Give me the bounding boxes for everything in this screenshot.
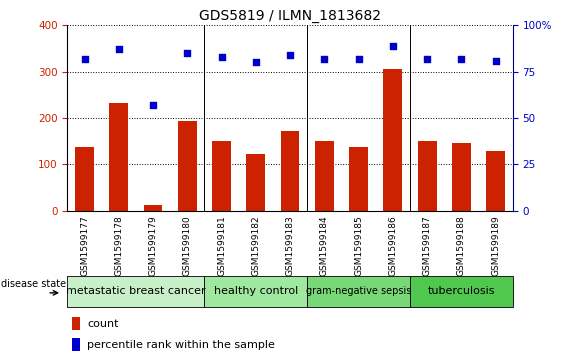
Point	[285, 52, 295, 58]
Point	[80, 56, 89, 62]
Point	[388, 43, 397, 49]
Bar	[307, 276, 410, 307]
Text: GSM1599180: GSM1599180	[183, 216, 192, 276]
Bar	[486, 151, 505, 211]
Point	[148, 102, 158, 108]
Bar	[72, 338, 80, 351]
Text: GSM1599188: GSM1599188	[457, 216, 466, 276]
Text: disease state: disease state	[1, 278, 66, 289]
Text: percentile rank within the sample: percentile rank within the sample	[87, 340, 275, 350]
Bar	[178, 121, 197, 211]
Text: GSM1599185: GSM1599185	[354, 216, 363, 276]
Text: GSM1599183: GSM1599183	[285, 216, 295, 276]
Text: gram-negative sepsis: gram-negative sepsis	[306, 286, 411, 296]
Bar	[281, 131, 299, 211]
Bar	[67, 276, 205, 307]
Text: GSM1599177: GSM1599177	[80, 216, 89, 276]
Text: GSM1599189: GSM1599189	[491, 216, 500, 276]
Bar	[246, 154, 265, 211]
Point	[217, 54, 226, 60]
Point	[114, 46, 124, 52]
Bar	[72, 317, 80, 330]
Text: GSM1599187: GSM1599187	[423, 216, 432, 276]
Bar	[418, 141, 437, 211]
Text: GSM1599184: GSM1599184	[320, 216, 329, 276]
Point	[319, 56, 329, 62]
Point	[491, 58, 500, 64]
Bar	[349, 147, 368, 211]
Text: count: count	[87, 319, 119, 329]
Text: metastatic breast cancer: metastatic breast cancer	[66, 286, 206, 296]
Text: tuberculosis: tuberculosis	[428, 286, 495, 296]
Bar	[75, 147, 94, 211]
Bar	[452, 143, 471, 211]
Bar	[110, 103, 128, 211]
Bar	[205, 276, 307, 307]
Bar	[212, 141, 231, 211]
Text: healthy control: healthy control	[214, 286, 298, 296]
Point	[423, 56, 432, 62]
Text: GSM1599186: GSM1599186	[389, 216, 397, 276]
Title: GDS5819 / ILMN_1813682: GDS5819 / ILMN_1813682	[199, 9, 381, 23]
Bar	[410, 276, 513, 307]
Text: GSM1599182: GSM1599182	[251, 216, 260, 276]
Point	[456, 56, 466, 62]
Bar	[383, 69, 402, 211]
Point	[183, 50, 192, 56]
Text: GSM1599181: GSM1599181	[217, 216, 226, 276]
Text: GSM1599178: GSM1599178	[114, 216, 123, 276]
Text: GSM1599179: GSM1599179	[148, 216, 158, 276]
Bar	[315, 141, 334, 211]
Bar	[144, 205, 162, 211]
Point	[354, 56, 363, 62]
Point	[251, 60, 261, 65]
